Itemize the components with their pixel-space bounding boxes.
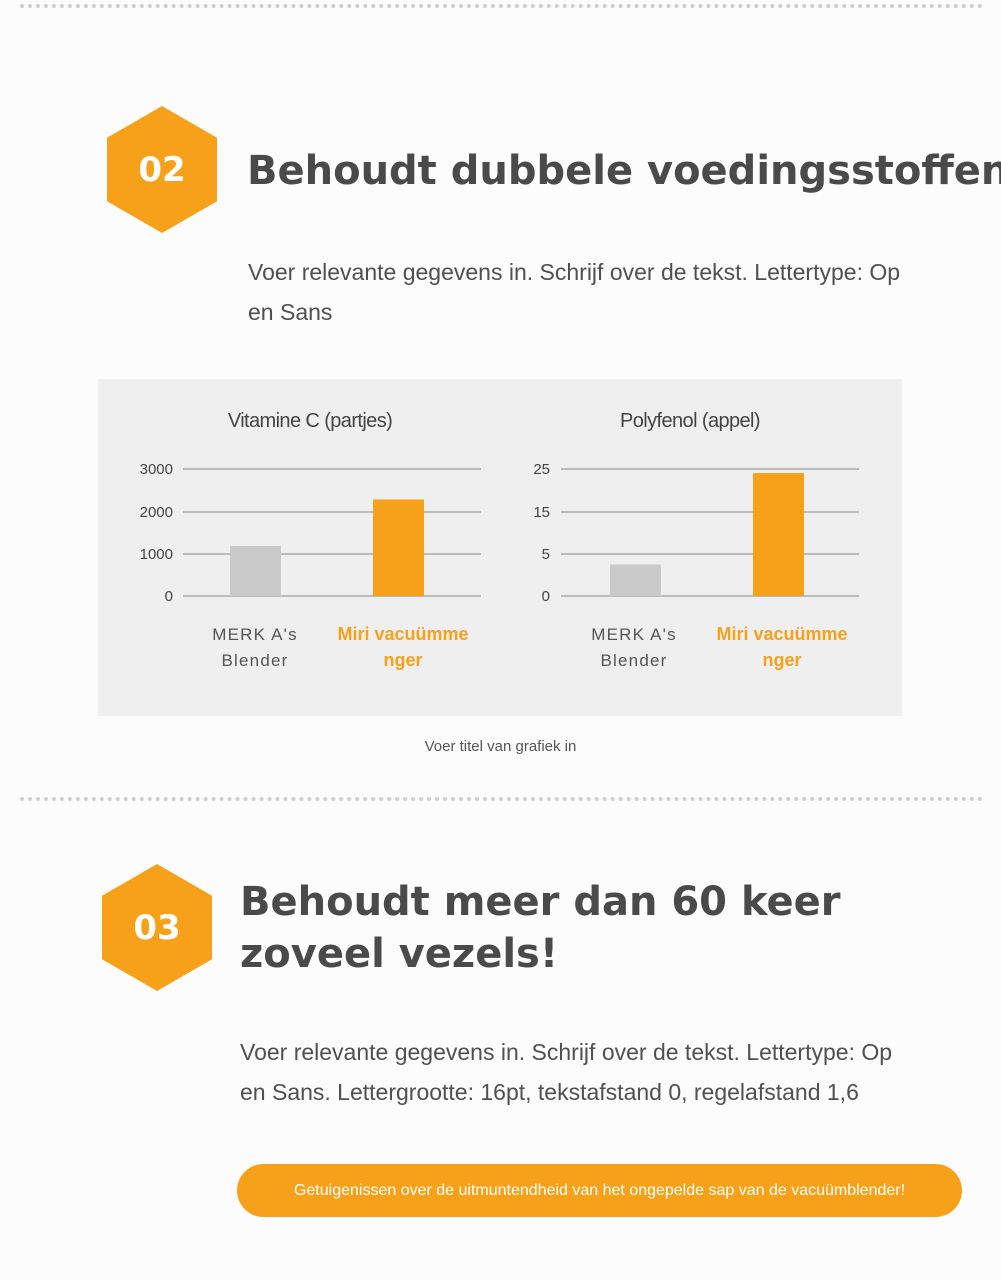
bar-miri: [373, 499, 424, 596]
bar-brand-a: [610, 564, 661, 596]
x-category-label: Miri vacuümme: [337, 624, 468, 644]
y-tick-label: 2000: [140, 504, 173, 521]
y-tick-label: 1000: [140, 546, 173, 563]
body-line: Voer relevante gegevens in. Schrijf over…: [240, 1039, 893, 1065]
x-category-label: Miri vacuümme: [716, 624, 847, 644]
section-number-hexagon: 02: [107, 106, 217, 233]
section-divider: [20, 797, 983, 801]
section-heading: Behoudt dubbele voedingsstoffen: [247, 148, 1001, 194]
section-number-hexagon: 03: [102, 864, 212, 991]
chart-panel: Vitamine C (partjes) 3000 2000 1000 0 MERK A'…: [98, 379, 902, 716]
testimonial-button[interactable]: Getuigenissen over de uitmuntendheid van…: [237, 1164, 962, 1217]
y-tick-label: 0: [165, 588, 173, 605]
y-tick-label: 15: [533, 504, 550, 521]
chart-title: Polyfenol (appel): [620, 410, 760, 432]
body-line: Voer relevante gegevens in. Schrijf over…: [248, 259, 901, 285]
heading-line: Behoudt meer dan 60 keer: [240, 879, 841, 925]
chart-caption: Voer titel van grafiek in: [424, 738, 577, 755]
top-divider: [20, 4, 983, 8]
x-category-label: Blender: [222, 651, 289, 670]
section-body-text: Voer relevante gegevens in. Schrijf over…: [240, 1032, 960, 1112]
x-category-label: Blender: [601, 651, 668, 670]
comparison-charts: Vitamine C (partjes) 3000 2000 1000 0 MERK A'…: [140, 410, 859, 670]
chart-title: Vitamine C (partjes): [228, 410, 392, 432]
body-line: en Sans: [248, 299, 333, 325]
x-category-label: nger: [383, 650, 422, 670]
x-category-label: nger: [762, 650, 801, 670]
body-line: en Sans. Lettergrootte: 16pt, tekstafsta…: [240, 1079, 859, 1105]
section-heading: Behoudt meer dan 60 keer zoveel vezels!: [240, 876, 840, 980]
bar-miri: [753, 473, 804, 596]
heading-line: zoveel vezels!: [240, 931, 559, 977]
x-category-label: MERK A's: [212, 625, 298, 644]
y-tick-label: 25: [533, 461, 550, 478]
y-tick-label: 5: [542, 546, 550, 563]
y-tick-label: 0: [542, 588, 550, 605]
section-number: 03: [133, 907, 181, 948]
section-body-text: Voer relevante gegevens in. Schrijf over…: [248, 252, 948, 332]
section-number: 02: [138, 149, 186, 190]
bar-brand-a: [230, 546, 281, 596]
y-tick-label: 3000: [140, 461, 173, 478]
x-category-label: MERK A's: [591, 625, 677, 644]
